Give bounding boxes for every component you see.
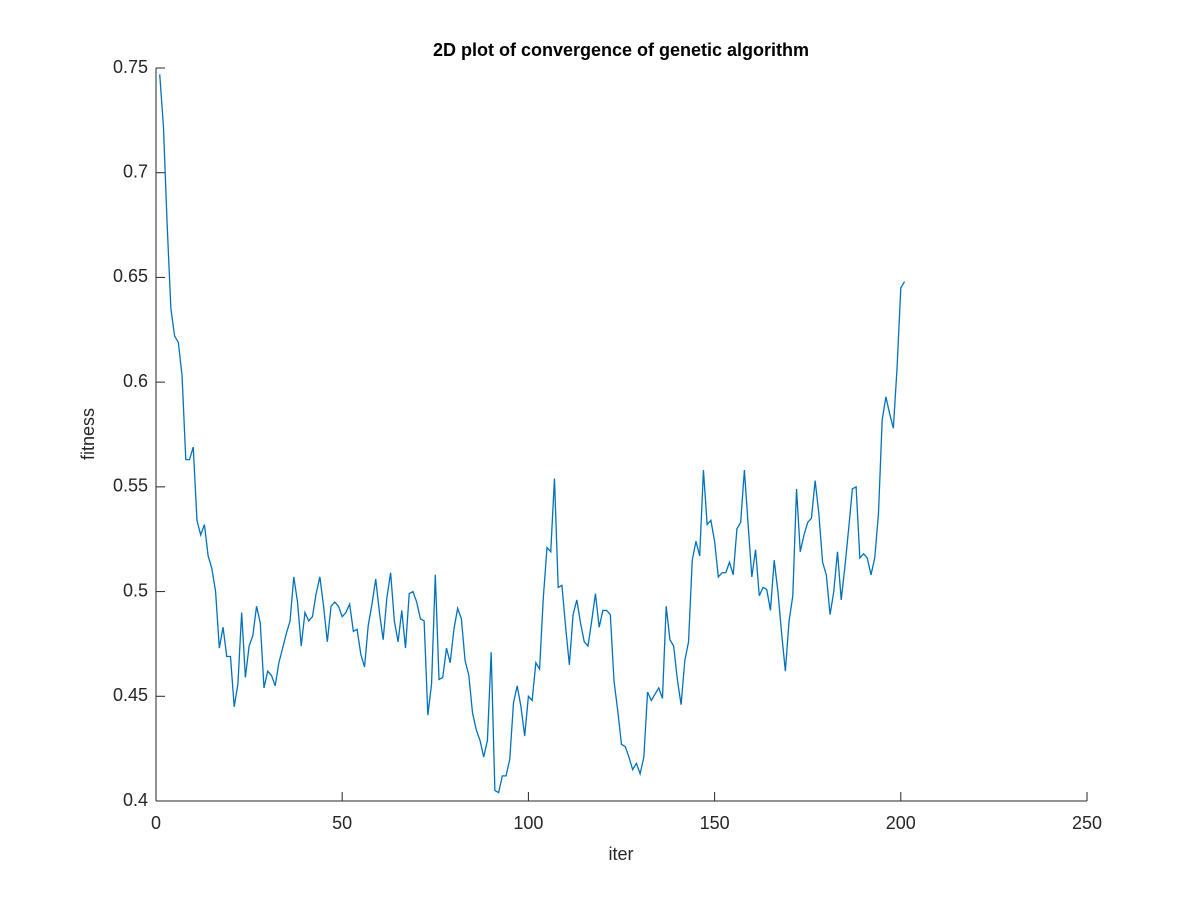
y-tick-label: 0.6: [123, 371, 148, 391]
y-tick-label: 0.4: [123, 790, 148, 810]
line-series: [159, 74, 906, 794]
y-tick-label: 0.45: [113, 685, 148, 705]
x-tick-label: 200: [886, 813, 916, 833]
y-tick-label: 0.65: [113, 266, 148, 286]
x-axis-label: iter: [608, 844, 633, 864]
x-tick-label: 150: [700, 813, 730, 833]
x-tick-label: 250: [1072, 813, 1102, 833]
x-tick-label: 100: [513, 813, 543, 833]
y-tick-label: 0.55: [113, 476, 148, 496]
y-tick-label: 0.7: [123, 161, 148, 181]
x-tick-label: 50: [332, 813, 352, 833]
x-tick-label: 0: [151, 813, 161, 833]
chart-title: 2D plot of convergence of genetic algori…: [433, 40, 809, 60]
y-axis-label: fitness: [78, 408, 98, 460]
y-tick-label: 0.75: [113, 57, 148, 77]
y-tick-label: 0.5: [123, 580, 148, 600]
